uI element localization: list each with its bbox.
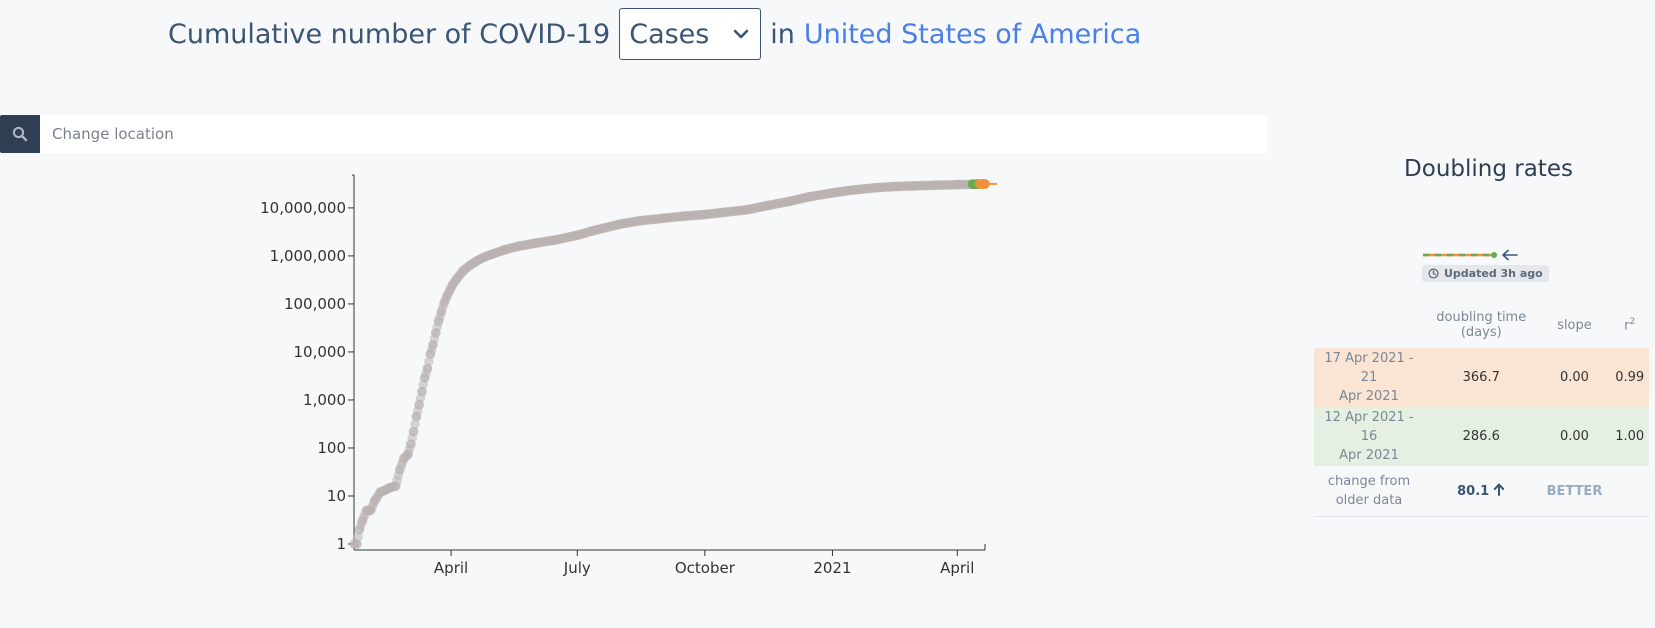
panel-title: Doubling rates: [1404, 156, 1573, 182]
change-label-line1: change from: [1327, 474, 1411, 489]
x-tick-label: October: [675, 559, 736, 577]
change-value-cell: 80.1: [1424, 466, 1539, 517]
x-tick-label: July: [563, 559, 591, 577]
clock-icon: [1428, 268, 1439, 279]
legend-line: [1423, 249, 1518, 261]
cumulative-cases-chart: 1 10 100 1,000 10,000 100,000 1,000,000 10,000,…: [260, 174, 997, 577]
change-label: change from older data: [1314, 466, 1424, 517]
row-period-line1: 12 Apr 2021 - 16: [1324, 410, 1414, 444]
y-tick-label: 1,000: [303, 391, 346, 409]
header-doubling-time: doubling time (days): [1424, 302, 1539, 348]
table-row: 17 Apr 2021 - 21 Apr 2021 366.7 0.00 0.9…: [1314, 348, 1649, 407]
row-r2: 1.00: [1610, 407, 1649, 466]
location-link[interactable]: United States of America: [803, 18, 1142, 50]
search-icon: [12, 126, 28, 142]
x-tick-label: 2021: [813, 559, 851, 577]
chart-points: [349, 179, 997, 549]
doubling-rates-panel: Doubling rates Updated 3h ago doubling t…: [1314, 150, 1649, 517]
row-slope: 0.00: [1538, 348, 1611, 407]
row-doubling-time: 286.6: [1424, 407, 1539, 466]
header-r2: r2: [1610, 302, 1649, 348]
data-point: [352, 539, 362, 549]
row-r2: 0.99: [1610, 348, 1649, 407]
change-empty-cell: [1610, 466, 1649, 517]
data-point: [424, 356, 434, 367]
search-button[interactable]: [0, 115, 40, 153]
row-period: 12 Apr 2021 - 16 Apr 2021: [1314, 407, 1424, 466]
change-verdict: BETTER: [1546, 483, 1603, 499]
x-tick-label: April: [434, 559, 468, 577]
y-tick-label: 10: [327, 487, 346, 505]
header-doubling-time-label: doubling time: [1436, 310, 1527, 325]
row-slope: 0.00: [1538, 407, 1611, 466]
row-period-line1: 17 Apr 2021 - 21: [1324, 351, 1414, 385]
change-verdict-cell: BETTER: [1538, 466, 1611, 517]
change-row: change from older data 80.1 BETTER: [1314, 466, 1649, 517]
y-tick-label: 100,000: [284, 295, 346, 313]
row-period: 17 Apr 2021 - 21 Apr 2021: [1314, 348, 1424, 407]
x-tick-label: April: [940, 559, 974, 577]
chevron-down-icon: [733, 29, 749, 39]
y-tick-label: 1: [336, 535, 346, 553]
location-search-input[interactable]: [40, 115, 1267, 153]
location-search-bar: [0, 115, 1267, 153]
metric-select-value: Cases: [629, 18, 710, 50]
updated-badge: Updated 3h ago: [1422, 265, 1549, 282]
row-period-line2: Apr 2021: [1339, 389, 1399, 404]
header-r2-base: r: [1624, 318, 1630, 334]
updated-text: Updated 3h ago: [1444, 267, 1543, 280]
header-period: [1314, 302, 1424, 348]
table-header-row: doubling time (days) slope r2: [1314, 302, 1649, 348]
header-slope: slope: [1557, 317, 1592, 333]
change-value: 80.1: [1457, 484, 1490, 499]
data-point: [410, 419, 420, 429]
chart-axes: 1 10 100 1,000 10,000 100,000 1,000,000 10,000,…: [260, 174, 986, 577]
arrow-up-icon: [1494, 483, 1505, 496]
change-label-line2: older data: [1335, 493, 1403, 508]
header-doubling-time-unit: (days): [1460, 325, 1502, 340]
doubling-rates-table: doubling time (days) slope r2 17 Apr 202…: [1314, 302, 1649, 517]
data-point: [353, 532, 364, 542]
metric-select[interactable]: Cases: [619, 8, 762, 60]
table-row: 12 Apr 2021 - 16 Apr 2021 286.6 0.00 1.0…: [1314, 407, 1649, 466]
row-doubling-time: 366.7: [1424, 348, 1539, 407]
header-title-prefix: Cumulative number of COVID-19: [168, 18, 611, 50]
y-tick-label: 10,000,000: [260, 199, 346, 217]
y-tick-label: 10,000: [294, 343, 347, 361]
y-tick-label: 1,000,000: [270, 247, 346, 265]
y-tick-label: 100: [317, 439, 346, 457]
header-r2-sup: 2: [1629, 316, 1636, 327]
arrow-left-icon: [1502, 249, 1518, 261]
data-point: [422, 363, 433, 374]
data-point: [408, 426, 419, 437]
row-period-line2: Apr 2021: [1339, 448, 1399, 463]
page-header: Cumulative number of COVID-19 Cases in U…: [168, 8, 1141, 60]
header-connector: in: [770, 18, 795, 50]
